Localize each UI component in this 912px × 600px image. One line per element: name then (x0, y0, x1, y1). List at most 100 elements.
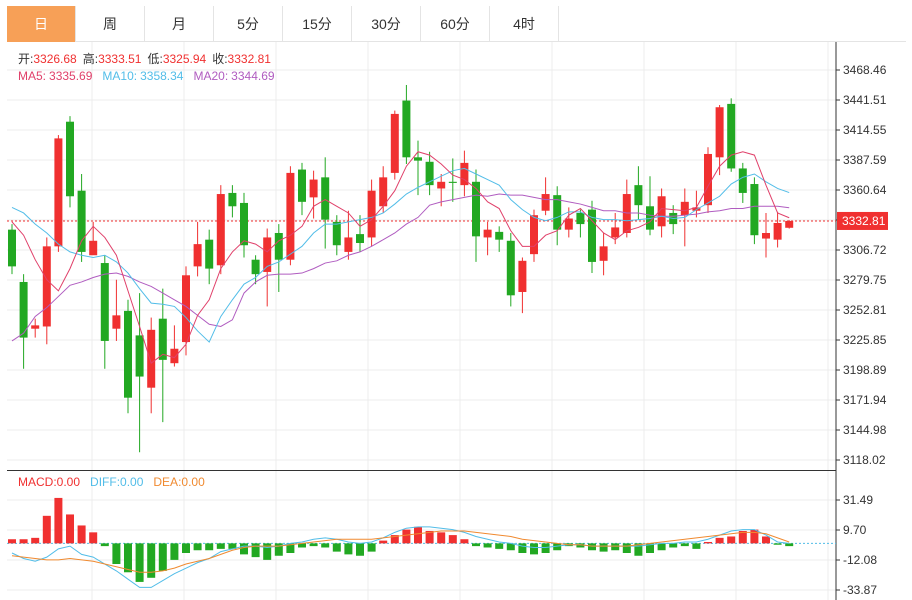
tab-4hour[interactable]: 4时 (490, 6, 559, 42)
candle-body (727, 103, 736, 169)
candle-body (553, 195, 562, 230)
tab-month[interactable]: 月 (145, 6, 214, 42)
high-value: 3333.51 (98, 52, 142, 66)
macd-bar (483, 543, 492, 548)
price-tick-label: 3252.81 (843, 303, 887, 317)
candle-body (367, 190, 376, 238)
candle-body (762, 232, 770, 239)
price-tick-label: 3118.02 (843, 453, 886, 467)
candle-body (680, 201, 689, 216)
candlestick-series (8, 84, 794, 453)
macd-bar (704, 541, 712, 544)
candle-body (182, 275, 190, 343)
price-tick-label: 3360.64 (843, 183, 887, 197)
macd-bar (460, 539, 469, 544)
macd-bar (390, 535, 399, 544)
macd-bar (77, 525, 86, 544)
macd-bar (669, 543, 678, 548)
candle-body (738, 168, 747, 193)
diff-line (11, 526, 790, 588)
candle-body (402, 100, 411, 158)
candle-body (170, 348, 179, 364)
tab-60min[interactable]: 60分 (421, 6, 490, 42)
ohlc-readout: 开:3326.68 高:3333.51 低:3325.94 收:3332.81 (18, 51, 271, 66)
tab-week[interactable]: 周 (76, 6, 145, 42)
candle-body (356, 234, 364, 244)
candle-body (344, 237, 353, 252)
macd-bar (727, 536, 736, 544)
candle-body (274, 232, 283, 260)
macd-bar (646, 543, 654, 554)
macd-bar (367, 543, 376, 552)
candle-body (251, 259, 260, 275)
candle-body (634, 185, 643, 206)
candle-body (193, 244, 202, 267)
macd-bar (356, 543, 364, 556)
last-price-tag (837, 211, 888, 230)
macd-bar (715, 537, 724, 544)
macd-bar (112, 543, 121, 565)
candle-body (332, 221, 341, 246)
macd-bar (402, 529, 411, 544)
candle-body (309, 179, 318, 198)
macd-bar (785, 543, 794, 547)
ma20-line (11, 193, 790, 342)
macd-bar (240, 543, 248, 555)
tab-5min[interactable]: 5分 (214, 6, 283, 42)
high-label: 高: (83, 51, 98, 66)
macd-bar (158, 543, 167, 571)
tab-15min[interactable]: 15分 (283, 6, 352, 42)
price-tick-label: 3225.85 (843, 333, 887, 347)
candle-body (8, 229, 16, 267)
candle-body (704, 153, 712, 206)
dea-label: DEA: (153, 475, 181, 489)
tab-day[interactable]: 日 (7, 6, 76, 42)
price-axis-ticks: 3468.463441.513414.553387.593360.643333.… (836, 63, 887, 467)
macd-bar (541, 543, 550, 554)
macd-bar (54, 497, 63, 544)
macd-bar (100, 543, 109, 547)
macd-histogram (7, 497, 836, 582)
macd-bar (425, 530, 434, 544)
diff-value: 0.00 (120, 475, 144, 489)
last-price-label: 3332.81 (842, 214, 886, 228)
candle-body (228, 192, 237, 207)
macd-bar (750, 529, 759, 544)
price-tick-label: 3171.94 (843, 393, 887, 407)
macd-tick-label: -33.87 (843, 583, 877, 597)
macd-bar (762, 536, 770, 544)
candle-body (530, 215, 538, 255)
candle-body (460, 162, 469, 186)
macd-value: 0.00 (57, 475, 81, 489)
candle-body (448, 181, 457, 183)
macd-bar (182, 543, 190, 554)
candle-body (205, 239, 214, 269)
price-tick-label: 3306.72 (843, 243, 887, 257)
candle-body (564, 218, 573, 230)
candle-body (124, 310, 132, 398)
candle-body (89, 240, 98, 256)
candle-body (19, 281, 28, 338)
tab-30min[interactable]: 30分 (352, 6, 421, 42)
ma5-value: 3335.69 (49, 69, 93, 83)
close-label: 收: (212, 52, 227, 66)
macd-bar (286, 543, 295, 554)
macd-tick-label: -12.08 (843, 553, 877, 567)
price-tick-label: 3441.51 (843, 93, 887, 107)
candle-body (773, 222, 782, 240)
candle-body (495, 231, 504, 240)
close-value: 3332.81 (228, 52, 272, 66)
low-value: 3325.94 (163, 52, 207, 66)
candle-body (77, 190, 86, 252)
candle-body (483, 229, 492, 238)
macd-bar (472, 543, 480, 547)
period-tabs: 日 周 月 5分 15分 30分 60分 4时 (7, 6, 906, 42)
candle-body (518, 260, 527, 292)
candle-body (437, 181, 446, 189)
macd-bar (495, 543, 504, 549)
macd-bar (124, 543, 132, 573)
macd-bar (599, 543, 608, 552)
macd-bar (506, 543, 515, 551)
candle-body (611, 227, 620, 238)
